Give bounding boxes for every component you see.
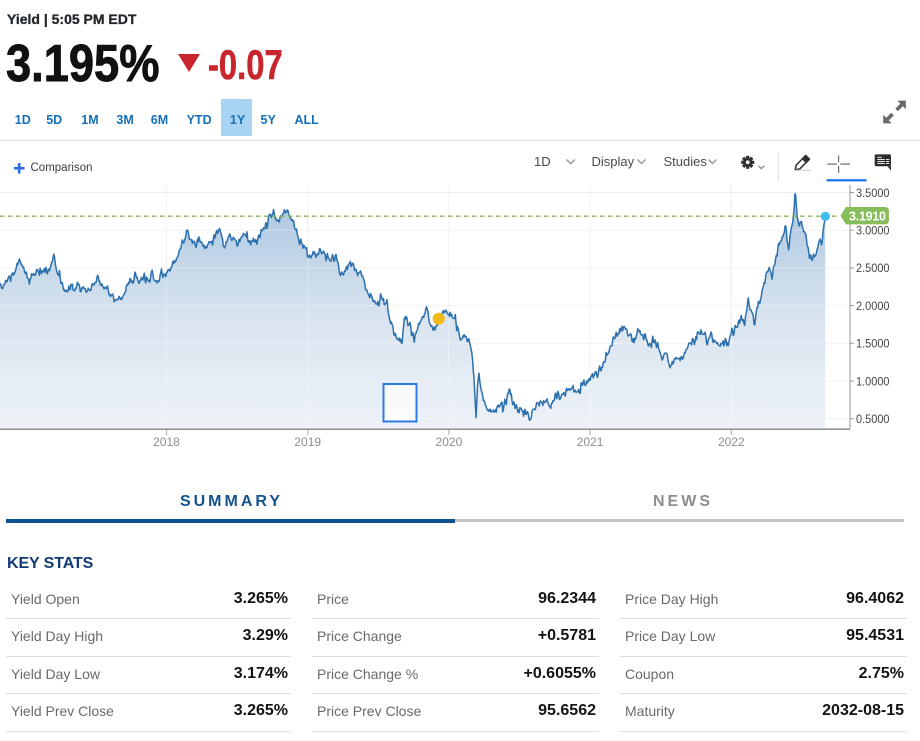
svg-text:3.5000: 3.5000: [856, 186, 890, 200]
svg-text:3.1910: 3.1910: [849, 209, 886, 223]
svg-text:2018: 2018: [153, 435, 180, 449]
svg-text:2020: 2020: [436, 435, 463, 449]
svg-text:2.5000: 2.5000: [856, 261, 890, 275]
svg-text:1.0000: 1.0000: [856, 374, 890, 388]
svg-text:2022: 2022: [718, 435, 745, 449]
svg-text:0.5000: 0.5000: [856, 412, 890, 426]
svg-text:3.0000: 3.0000: [856, 224, 890, 238]
svg-text:2.0000: 2.0000: [856, 299, 890, 313]
svg-text:2021: 2021: [577, 435, 604, 449]
svg-text:2019: 2019: [294, 435, 321, 449]
svg-text:1.5000: 1.5000: [856, 337, 890, 351]
